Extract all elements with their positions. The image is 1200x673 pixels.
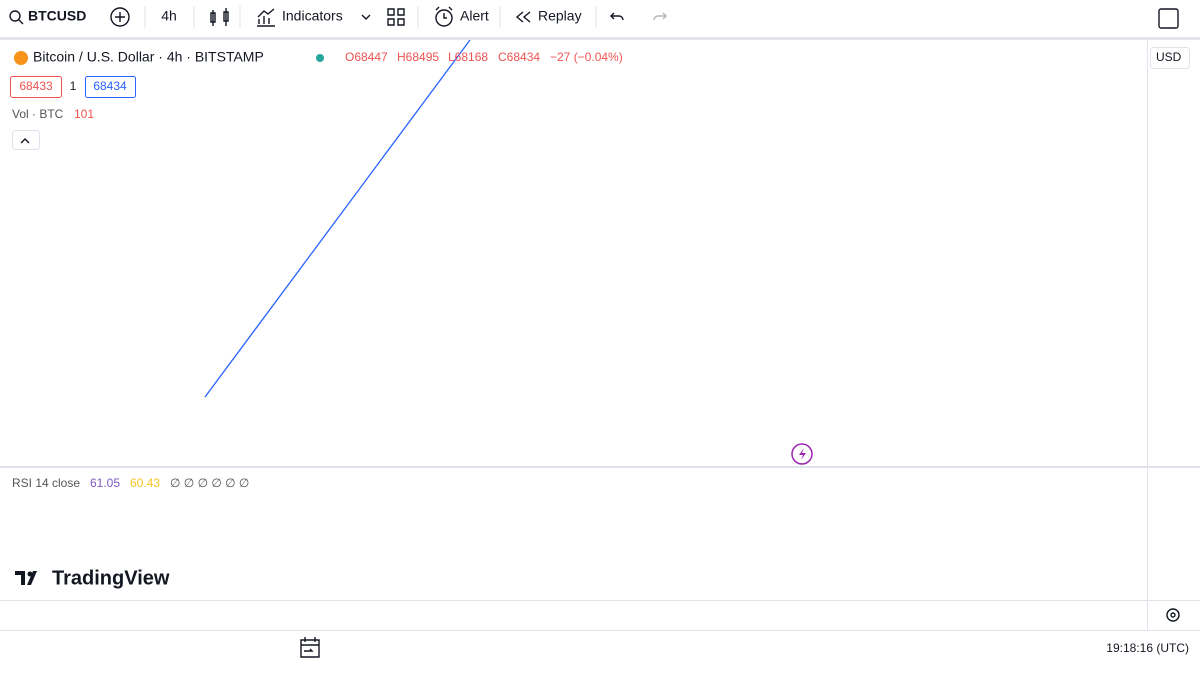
fullscreen[interactable] bbox=[1158, 8, 1179, 29]
market-status bbox=[316, 54, 324, 62]
alert-button[interactable]: Alert bbox=[460, 8, 489, 24]
indicators-button[interactable]: Indicators bbox=[282, 8, 343, 24]
trend-line[interactable] bbox=[204, 40, 471, 398]
legend-open: O68447 bbox=[345, 50, 388, 64]
add-symbol[interactable] bbox=[110, 7, 130, 27]
rsi-title: RSI 14 close bbox=[12, 476, 80, 490]
undo[interactable] bbox=[610, 12, 624, 21]
volume-last: 101 bbox=[74, 107, 94, 121]
alert-icon[interactable] bbox=[435, 9, 453, 27]
toolbar bbox=[0, 0, 1200, 38]
replay-icon[interactable] bbox=[515, 11, 531, 23]
layouts[interactable] bbox=[387, 8, 405, 26]
ask: 68434 bbox=[93, 79, 127, 93]
rsi-value: 61.05 bbox=[90, 476, 120, 490]
rsi-ma-value: 60.43 bbox=[130, 476, 160, 490]
bid: 68433 bbox=[19, 79, 53, 93]
interval[interactable]: 4h bbox=[161, 8, 177, 24]
ask-box[interactable] bbox=[85, 76, 136, 98]
goto-date[interactable] bbox=[300, 637, 320, 658]
replay-button[interactable]: Replay bbox=[538, 8, 582, 24]
legend-low: L68168 bbox=[448, 50, 488, 64]
spread: 1 bbox=[70, 79, 77, 93]
logo-mark bbox=[15, 571, 37, 585]
rsi-extra: ∅ ∅ ∅ ∅ ∅ ∅ bbox=[170, 476, 249, 490]
settings[interactable] bbox=[1166, 608, 1180, 622]
legend-close: C68434 bbox=[498, 50, 540, 64]
legend-title: Bitcoin / U.S. Dollar · 4h · BITSTAMP bbox=[33, 49, 264, 65]
clock: 19:18:16 (UTC) bbox=[1106, 641, 1189, 655]
legend-high: H68495 bbox=[397, 50, 439, 64]
redo[interactable] bbox=[653, 12, 667, 21]
legend-change: −27 (−0.04%) bbox=[550, 50, 623, 64]
currency-box[interactable] bbox=[1150, 47, 1190, 69]
bid-box[interactable] bbox=[10, 76, 62, 98]
indicators-icon[interactable] bbox=[257, 8, 275, 27]
search-icon[interactable] bbox=[9, 10, 21, 22]
volume-label: Vol · BTC bbox=[12, 107, 64, 121]
logo: TradingView bbox=[52, 567, 170, 589]
coin-icon bbox=[14, 51, 28, 65]
symbol[interactable]: BTCUSD bbox=[28, 8, 86, 24]
currency[interactable]: USD bbox=[1156, 50, 1182, 64]
chart-type[interactable] bbox=[210, 8, 229, 26]
